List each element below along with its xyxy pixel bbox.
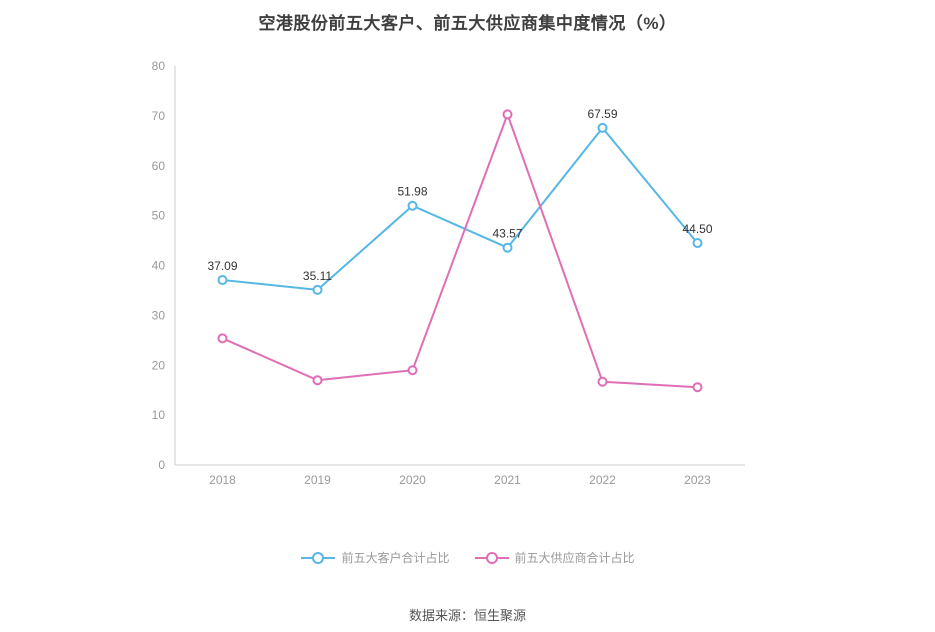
legend-label: 前五大供应商合计占比: [514, 551, 635, 565]
y-tick-label: 0: [158, 458, 165, 472]
data-point-marker: [502, 242, 513, 253]
data-point-label: 35.11: [303, 269, 332, 283]
data-point-marker: [407, 200, 418, 211]
data-point-marker: [597, 122, 608, 133]
data-point-marker: [692, 382, 703, 393]
data-source: 数据来源：恒生聚源: [408, 608, 526, 623]
data-point-marker: [312, 375, 323, 386]
data-point-marker: [407, 365, 418, 376]
legend-marker-icon: [301, 551, 336, 564]
data-point-marker: [597, 376, 608, 387]
data-point-marker: [692, 238, 703, 249]
x-tick-label: 2023: [684, 473, 711, 487]
x-tick-label: 2021: [494, 473, 521, 487]
data-point-marker: [312, 284, 323, 295]
legend-item-1[interactable]: 前五大供应商合计占比: [474, 549, 635, 566]
series-line-0: [221, 126, 699, 291]
data-point-marker: [217, 275, 228, 286]
data-point-label: 43.57: [492, 227, 522, 241]
x-tick-label: 2018: [209, 473, 236, 487]
y-tick-label: 30: [152, 308, 166, 322]
data-point-label: 51.98: [397, 185, 427, 199]
data-point-marker: [217, 333, 228, 344]
line-chart: 0 10 20 30 40 50 60 70 80 2018 2019 2020 2021 2022 202…: [152, 59, 745, 487]
legend-label: 前五大客户合计占比: [341, 551, 450, 565]
data-point-label: 37.09: [207, 259, 237, 273]
x-tick-label: 2022: [589, 473, 616, 487]
y-tick-label: 50: [152, 209, 166, 223]
legend-marker-icon: [474, 551, 509, 564]
data-point-marker: [502, 109, 513, 120]
y-tick-label: 60: [152, 159, 166, 173]
y-tick-label: 20: [152, 358, 166, 372]
chart-title: 空港股份前五大客户、前五大供应商集中度情况（%）: [258, 14, 677, 33]
x-tick-label: 2020: [399, 473, 426, 487]
legend-item-0[interactable]: 前五大客户合计占比: [300, 549, 450, 566]
y-tick-label: 10: [152, 408, 166, 422]
x-tick-label: 2019: [304, 473, 331, 487]
data-point-label: 67.59: [587, 107, 617, 121]
series-line-1: [221, 113, 699, 389]
y-tick-label: 70: [152, 109, 166, 123]
y-tick-label: 80: [152, 59, 166, 73]
legend: 前五大客户合计占比 前五大供应商合计占比: [0, 549, 935, 566]
data-point-label: 44.50: [682, 222, 712, 236]
y-tick-label: 40: [152, 259, 166, 273]
